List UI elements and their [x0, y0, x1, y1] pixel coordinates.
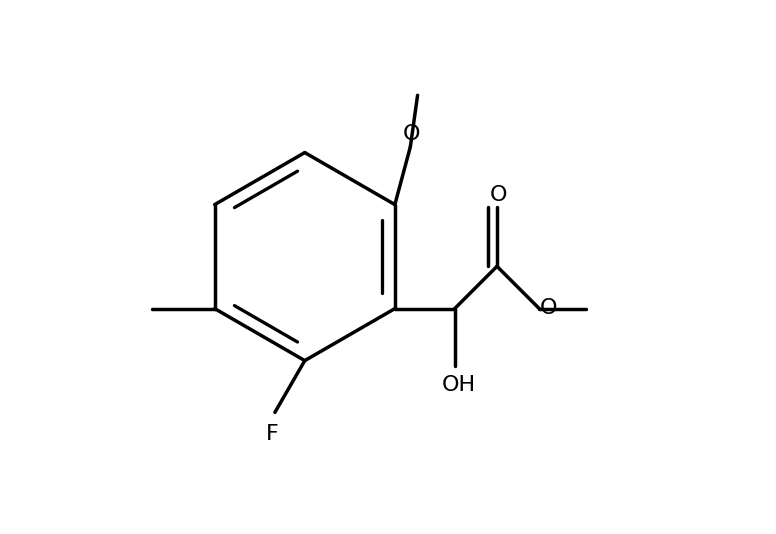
Text: F: F	[266, 424, 279, 444]
Text: OH: OH	[442, 375, 476, 395]
Text: O: O	[489, 185, 507, 205]
Text: O: O	[540, 297, 557, 318]
Text: O: O	[403, 124, 420, 144]
